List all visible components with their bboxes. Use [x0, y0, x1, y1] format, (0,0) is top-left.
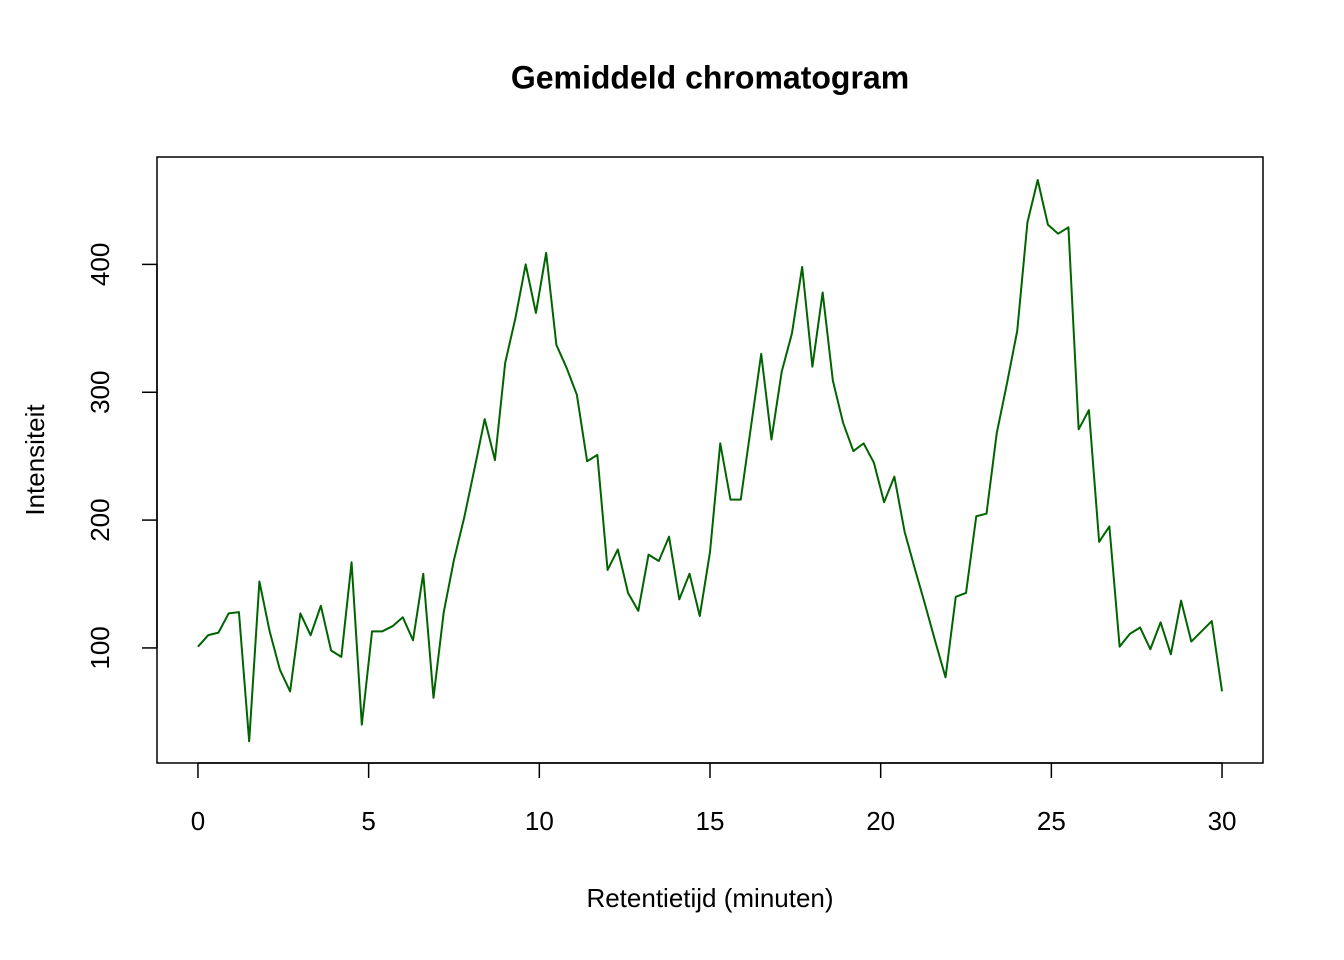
y-tick-label: 100 [85, 626, 115, 669]
y-axis-label: Intensiteit [20, 404, 50, 516]
y-tick-label: 300 [85, 371, 115, 414]
x-tick-label: 15 [696, 806, 725, 836]
y-tick-label: 400 [85, 243, 115, 286]
data-line [197, 179, 1224, 743]
chart-title: Gemiddeld chromatogram [511, 59, 909, 95]
x-tick-label: 5 [361, 806, 375, 836]
x-tick-label: 20 [866, 806, 895, 836]
x-tick-label: 0 [191, 806, 205, 836]
x-axis-label: Retentietijd (minuten) [586, 883, 833, 913]
x-tick-label: 10 [525, 806, 554, 836]
x-tick-label: 25 [1037, 806, 1066, 836]
x-tick-label: 30 [1208, 806, 1237, 836]
y-tick-label: 200 [85, 498, 115, 541]
